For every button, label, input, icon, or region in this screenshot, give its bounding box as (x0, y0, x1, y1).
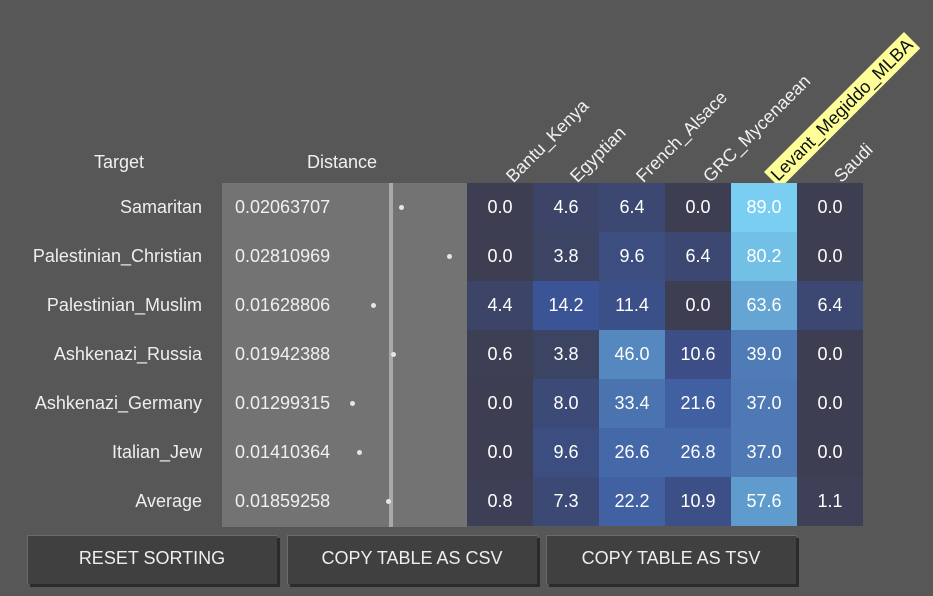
table-cell: 6.4 (797, 281, 863, 330)
table-cell: 26.6 (599, 428, 665, 477)
distance-dot (386, 499, 391, 504)
row-distance-value: 0.02810969 (235, 246, 331, 266)
table-cell: 0.0 (665, 183, 731, 232)
table-cell: 0.0 (665, 281, 731, 330)
table-cell: 6.4 (665, 232, 731, 281)
column-header-egyptian[interactable]: Egyptian (566, 122, 630, 187)
copy-tsv-button[interactable]: COPY TABLE AS TSV (546, 535, 796, 584)
row-distance-value: 0.01859258 (235, 491, 331, 511)
table-cell: 37.0 (731, 428, 797, 477)
table-cell: 26.8 (665, 428, 731, 477)
table-cell: 1.1 (797, 477, 863, 526)
table-cell: 0.0 (467, 232, 533, 281)
table-cell: 8.0 (533, 379, 599, 428)
table-cell: 0.0 (797, 428, 863, 477)
table-cell: 14.2 (533, 281, 599, 330)
header-distance[interactable]: Distance (307, 152, 378, 172)
row-target-label: Ashkenazi_Germany (34, 393, 202, 413)
header-target[interactable]: Target (94, 152, 145, 172)
table-cell: 39.0 (731, 330, 797, 379)
distance-dot (350, 401, 355, 406)
row-target-label: Palestinian_Muslim (46, 295, 202, 315)
row-target-label: Palestinian_Christian (32, 246, 202, 266)
distance-dot (399, 205, 404, 210)
table-cell: 21.6 (665, 379, 731, 428)
table-cell: 3.8 (533, 232, 599, 281)
distance-dot (391, 352, 396, 357)
row-target-label: Italian_Jew (111, 442, 202, 462)
table-cell: 3.8 (533, 330, 599, 379)
table-cell: 0.0 (467, 183, 533, 232)
row-distance-value: 0.01628806 (235, 295, 331, 315)
table-cell: 46.0 (599, 330, 665, 379)
table-cell: 11.4 (599, 281, 665, 330)
distance-dot (357, 450, 362, 455)
row-distance-value: 0.01299315 (235, 393, 331, 413)
copy-csv-button[interactable]: COPY TABLE AS CSV (287, 535, 537, 584)
row-target-label: Ashkenazi_Russia (53, 344, 202, 364)
row-target-label: Samaritan (119, 197, 202, 217)
table-cell: 0.6 (467, 330, 533, 379)
table-cell: 4.6 (533, 183, 599, 232)
table-cell: 80.2 (731, 232, 797, 281)
table-cell: 0.8 (467, 477, 533, 526)
table-cell: 37.0 (731, 379, 797, 428)
reset-sorting-button[interactable]: RESET SORTING (27, 535, 277, 584)
table-cell: 7.3 (533, 477, 599, 526)
row-distance-value: 0.01410364 (235, 442, 331, 462)
row-distance-value: 0.02063707 (235, 197, 331, 217)
table-cell: 22.2 (599, 477, 665, 526)
row-distance-value: 0.01942388 (235, 344, 331, 364)
table-cell: 0.0 (797, 379, 863, 428)
table-cell: 6.4 (599, 183, 665, 232)
table-cell: 0.0 (797, 330, 863, 379)
table-cell: 9.6 (533, 428, 599, 477)
table-cell: 0.0 (797, 183, 863, 232)
table-cell: 9.6 (599, 232, 665, 281)
table-cell: 0.0 (467, 428, 533, 477)
table-cell: 0.0 (467, 379, 533, 428)
table-cell: 57.6 (731, 477, 797, 526)
distance-dot (371, 303, 376, 308)
table-cell: 10.9 (665, 477, 731, 526)
table-cell: 33.4 (599, 379, 665, 428)
table-cell: 63.6 (731, 281, 797, 330)
table-cell: 4.4 (467, 281, 533, 330)
table-cell: 10.6 (665, 330, 731, 379)
table-cell: 89.0 (731, 183, 797, 232)
distance-dot (447, 254, 452, 259)
column-header-saudi[interactable]: Saudi (830, 139, 877, 187)
distance-panel (222, 183, 467, 527)
table-cell: 0.0 (797, 232, 863, 281)
row-target-label: Average (135, 491, 202, 511)
